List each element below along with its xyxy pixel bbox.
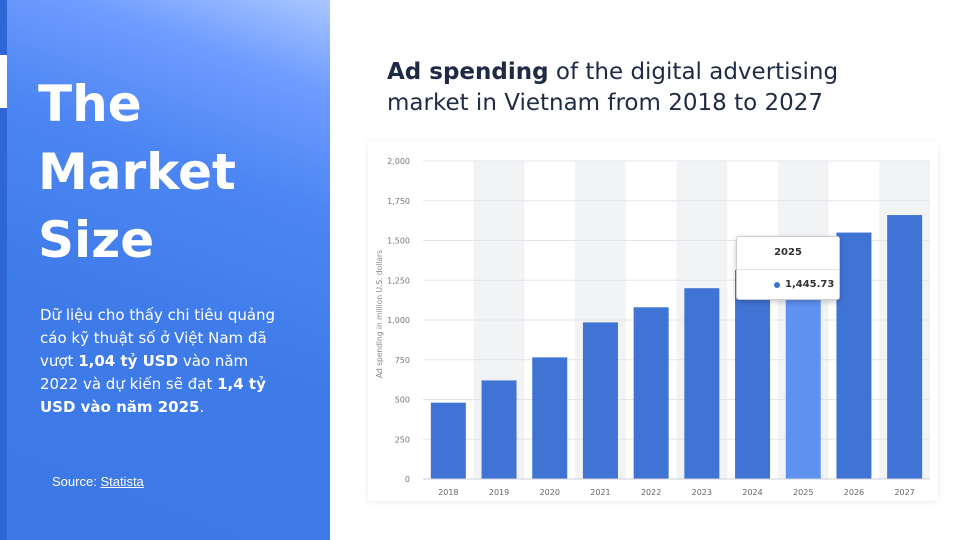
tooltip-year: 2025 bbox=[737, 237, 839, 270]
bar-2026 bbox=[836, 232, 872, 479]
y-tick-label: 750 bbox=[395, 356, 410, 365]
bar-2018 bbox=[430, 402, 466, 479]
desc-bold-2: 1,4 tỷ USD vào năm 2025 bbox=[40, 375, 266, 416]
tooltip-series-dot bbox=[774, 282, 780, 288]
x-tick-label: 2026 bbox=[844, 488, 864, 497]
bar-2021 bbox=[582, 322, 618, 479]
chart-heading-bold: Ad spending bbox=[387, 59, 549, 85]
source-note: Source: Statista bbox=[52, 474, 144, 489]
x-tick-label: 2019 bbox=[489, 488, 509, 497]
chart-heading-rest: of the digital advertising market in Vie… bbox=[387, 59, 839, 116]
y-tick-label: 1,000 bbox=[387, 316, 410, 325]
market-description: Dữ liệu cho thấy chi tiêu quảng cáo kỹ t… bbox=[40, 304, 285, 419]
edge-accent-bar bbox=[0, 0, 7, 540]
y-axis-label: Ad spending in million U.S. dollars bbox=[375, 250, 384, 378]
x-tick-label: 2020 bbox=[540, 488, 560, 497]
left-panel: The Market Size Dữ liệu cho thấy chi tiê… bbox=[0, 0, 330, 540]
bar-2023 bbox=[684, 288, 720, 479]
x-tick-label: 2021 bbox=[590, 488, 610, 497]
desc-text-1: Dữ liệu cho thấy chi tiêu quảng cáo kỹ t… bbox=[40, 306, 276, 370]
x-tick-label: 2027 bbox=[894, 488, 914, 497]
title-line-3: Size bbox=[38, 211, 155, 269]
chart-tooltip: 2025 1,445.73 bbox=[736, 236, 840, 300]
source-label: Source: bbox=[52, 474, 97, 489]
x-tick-label: 2022 bbox=[641, 488, 661, 497]
bar-2027 bbox=[887, 215, 923, 479]
bar-2022 bbox=[633, 307, 669, 479]
tooltip-row: 1,445.73 bbox=[737, 270, 839, 299]
tooltip-value: 1,445.73 bbox=[785, 279, 835, 290]
bar-chart: 0 250 500 750 1,000 1,250 1,500 1,750 2,000 Ad sp… bbox=[375, 157, 930, 497]
chart-card: 0 250 500 750 1,000 1,250 1,500 1,750 2,000 Ad sp… bbox=[368, 141, 938, 501]
source-link[interactable]: Statista bbox=[100, 474, 144, 489]
x-tick-label: 2025 bbox=[793, 488, 813, 497]
x-tick-label: 2024 bbox=[742, 488, 762, 497]
chart-heading: Ad spending of the digital advertising m… bbox=[387, 57, 907, 119]
x-tick-label: 2018 bbox=[438, 488, 458, 497]
edge-notch bbox=[0, 55, 7, 108]
bar-2020 bbox=[532, 357, 568, 479]
y-tick-label: 0 bbox=[405, 475, 410, 484]
bar-2019 bbox=[481, 380, 517, 479]
y-tick-label: 1,750 bbox=[387, 197, 410, 206]
y-tick-label: 500 bbox=[395, 396, 410, 405]
slide-title: The Market Size bbox=[38, 70, 318, 274]
title-line-2: Market bbox=[38, 143, 236, 201]
desc-text-3: . bbox=[199, 398, 205, 416]
y-tick-label: 1,500 bbox=[387, 237, 410, 246]
y-tick-label: 2,000 bbox=[387, 157, 410, 166]
bar-2024 bbox=[735, 269, 771, 479]
title-line-1: The bbox=[38, 75, 142, 133]
desc-text-2: vào năm 2022 và dự kiến sẽ đạt bbox=[40, 352, 249, 393]
x-tick-label: 2023 bbox=[692, 488, 712, 497]
y-tick-label: 1,250 bbox=[387, 276, 410, 285]
desc-bold-1: 1,04 tỷ USD bbox=[78, 352, 179, 370]
y-tick-label: 250 bbox=[395, 435, 410, 444]
